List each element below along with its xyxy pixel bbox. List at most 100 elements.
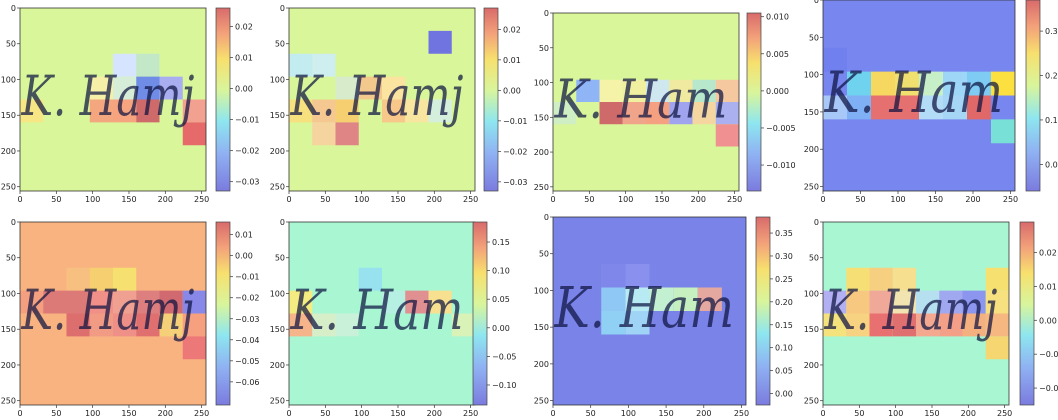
y-tick-label: 0: [11, 218, 16, 227]
y-tick-label: 50: [539, 44, 549, 53]
heatmap-cell: [182, 313, 206, 337]
y-tick-label: 250: [270, 397, 285, 406]
heatmap-cell: [136, 53, 160, 77]
x-tick-label: 150: [121, 409, 136, 418]
x-tick-label: 0: [550, 195, 555, 204]
heatmap-cell: [113, 99, 137, 123]
heatmap-cell: [847, 71, 871, 96]
y-tick-label: 150: [804, 108, 819, 117]
heatmap-cell: [871, 95, 895, 120]
x-tick-label: 150: [121, 195, 136, 204]
heatmap-cell: [66, 290, 90, 314]
y-tick-label: 50: [6, 40, 16, 49]
colorbar-tick-label: 0.05: [492, 295, 510, 304]
y-tick-label: 200: [1, 147, 16, 156]
x-tick-label: 50: [51, 409, 61, 418]
colorbar-tick-label: 0.00: [235, 252, 253, 261]
heatmap-cell: [869, 313, 893, 337]
colorbar-tick-label: 0.35: [775, 229, 793, 238]
heatmap-cell: [943, 95, 967, 120]
heatmap-cell: [358, 76, 382, 100]
heatmap-cell: [916, 313, 940, 337]
x-tick-label: 250: [463, 195, 478, 204]
x-tick-label: 250: [194, 195, 209, 204]
heatmap-cell: [599, 79, 623, 102]
heatmap-cell: [939, 290, 963, 314]
heatmap-cell: [312, 313, 336, 337]
colorbar-gradient: [1025, 0, 1041, 192]
heatmap-cell: [382, 290, 406, 314]
x-tick-label: 250: [194, 409, 209, 418]
x-tick-label: 50: [51, 195, 61, 204]
x-tick-label: 200: [158, 195, 173, 204]
x-tick-label: 0: [820, 195, 825, 204]
x-tick-label: 100: [85, 409, 100, 418]
x-tick-label: 100: [888, 409, 903, 418]
heatmap-cell: [382, 76, 406, 100]
y-tick-label: 200: [534, 360, 549, 369]
heatmap-cell: [916, 290, 940, 314]
heatmap-cell: [289, 313, 313, 337]
heatmap-cell: [312, 53, 336, 77]
y-tick-label: 0: [280, 218, 285, 227]
y-tick-label: 200: [270, 361, 285, 370]
x-tick-label: 200: [427, 409, 442, 418]
heatmap-cell: [869, 290, 893, 314]
heatmap-cell: [289, 53, 313, 77]
colorbar-tick-label: 0.1: [1045, 116, 1058, 125]
heatmap-cell: [823, 290, 847, 314]
colorbar-gradient: [215, 221, 231, 406]
heatmap-cell: [601, 287, 626, 311]
heatmap-cell: [919, 71, 943, 96]
y-tick-label: 250: [804, 183, 819, 192]
y-tick-label: 50: [809, 254, 819, 263]
y-tick-label: 150: [1, 325, 16, 334]
heatmap-cell: [939, 313, 963, 337]
heatmap-cell: [847, 95, 871, 120]
colorbar-tick-label: 0.15: [492, 238, 510, 247]
y-tick-label: 100: [270, 289, 285, 298]
colorbar-tick-label: −0.04: [235, 336, 260, 345]
heatmap-cell: [113, 53, 137, 77]
colorbar-tick-label: 0.2: [1045, 72, 1058, 81]
y-tick-label: 0: [544, 213, 549, 222]
heatmap-cell: [312, 122, 336, 146]
colorbar-tick-label: −0.02: [235, 294, 260, 303]
heatmap-cell: [715, 102, 739, 125]
y-tick-label: 0: [11, 4, 16, 13]
heatmap-cell: [895, 71, 919, 96]
colorbar-tick-label: −0.06: [235, 378, 260, 387]
heatmap-cell: [601, 264, 626, 288]
heatmap-cell: [823, 313, 847, 337]
colorbar-tick-label: 0.00: [492, 324, 510, 333]
colorbar-gradient: [483, 7, 499, 192]
handwriting-overlay: K. Ham: [554, 67, 728, 130]
colorbar-tick-label: −0.03: [235, 315, 260, 324]
heatmap-cell: [382, 99, 406, 123]
x-tick-label: 150: [390, 195, 405, 204]
x-tick-label: 0: [17, 409, 22, 418]
colorbar-gradient: [472, 221, 488, 406]
heatmap-cell: [823, 95, 847, 120]
x-tick-label: 150: [924, 409, 939, 418]
heatmap-cell: [599, 102, 623, 125]
heatmap-cell: [669, 79, 693, 102]
y-tick-label: 250: [270, 183, 285, 192]
heatmap-cell: [136, 76, 160, 100]
x-tick-label: 50: [320, 409, 330, 418]
y-tick-label: 50: [6, 254, 16, 263]
x-tick-label: 0: [286, 195, 291, 204]
heatmap-cell: [335, 99, 359, 123]
colorbar-tick-label: 0.15: [775, 321, 793, 330]
x-tick-label: 50: [854, 409, 864, 418]
heatmap-cell: [113, 313, 137, 337]
heatmap-cell: [919, 95, 943, 120]
y-tick-label: 200: [534, 148, 549, 157]
x-tick-label: 200: [158, 409, 173, 418]
